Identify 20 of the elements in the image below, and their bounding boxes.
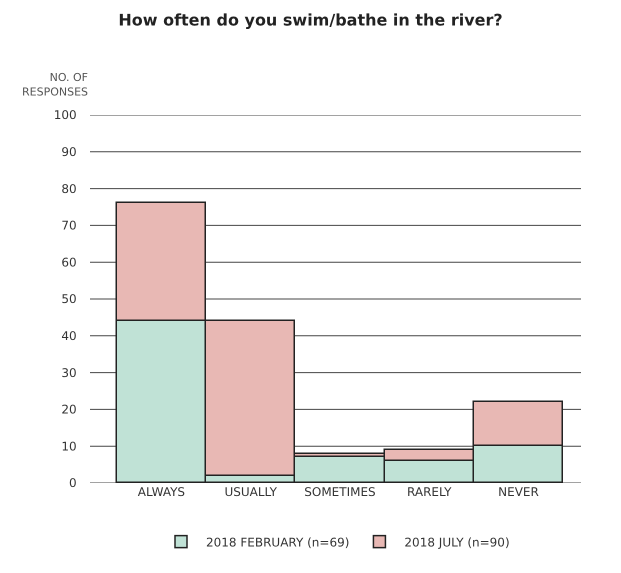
y-tick-label: 30 bbox=[61, 366, 77, 380]
y-tick-label: 90 bbox=[61, 145, 77, 159]
y-tick-label: 20 bbox=[61, 402, 77, 417]
y-tick-label: 40 bbox=[61, 329, 77, 343]
y-tick-label: 60 bbox=[61, 255, 77, 270]
legend-label: 2018 FEBRUARY (n=69) bbox=[206, 535, 350, 550]
y-tick-label: 100 bbox=[54, 108, 77, 122]
x-tick-label: NEVER bbox=[498, 485, 539, 499]
chart-title: How often do you swim/bathe in the river? bbox=[118, 10, 503, 30]
y-tick-label: 80 bbox=[61, 182, 77, 196]
x-tick-label: RARELY bbox=[407, 485, 452, 499]
x-tick-label: ALWAYS bbox=[138, 485, 186, 499]
y-tick-label: 10 bbox=[61, 439, 77, 454]
y-axis-title: NO. OF RESPONSES bbox=[22, 71, 88, 98]
y-tick-label: 70 bbox=[61, 218, 77, 233]
x-tick-label: USUALLY bbox=[224, 485, 278, 499]
y-tick-label: 0 bbox=[68, 476, 77, 490]
legend-label: 2018 JULY (n=90) bbox=[404, 535, 510, 550]
x-tick-label: SOMETIMES bbox=[304, 485, 376, 499]
y-tick-label: 50 bbox=[61, 292, 77, 306]
